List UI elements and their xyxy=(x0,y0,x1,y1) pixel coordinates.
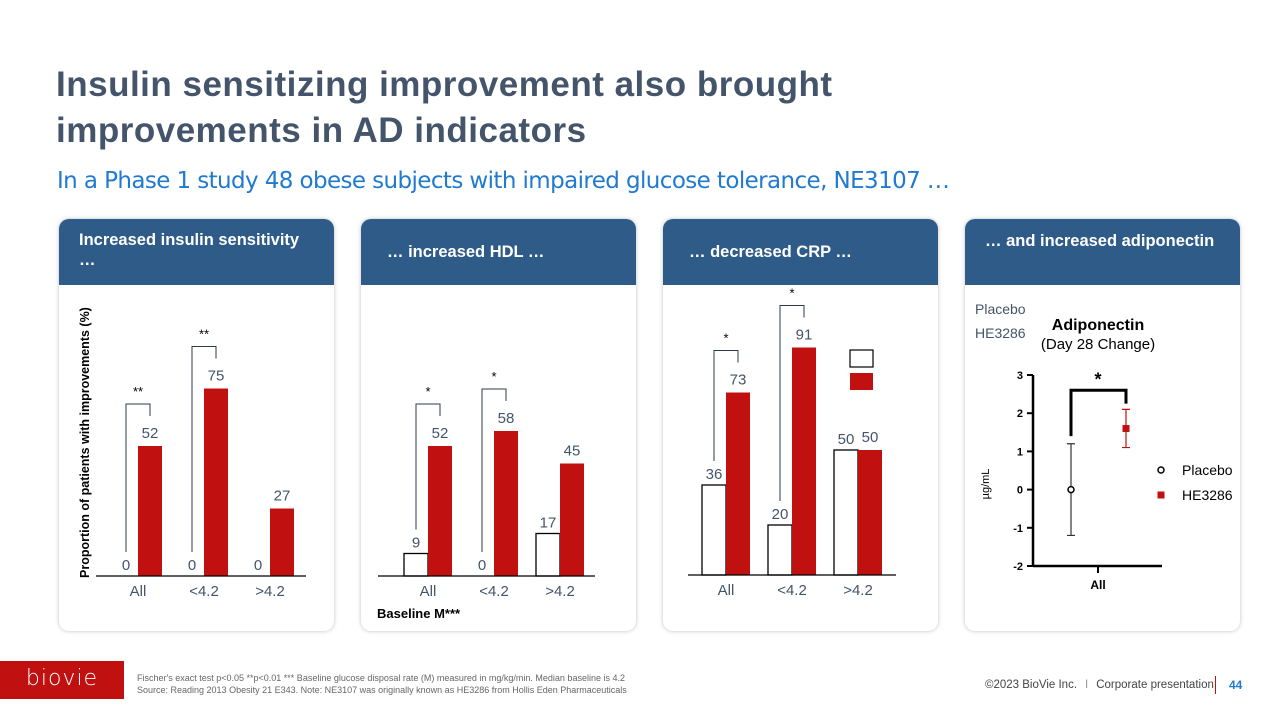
page-number: 44 xyxy=(1215,676,1242,694)
panel-header: … decreased CRP … xyxy=(663,219,938,285)
legend-text-placebo: Placebo xyxy=(975,301,1026,317)
panel-insulin-sensitivity: Increased insulin sensitivity … xyxy=(59,219,334,631)
panel-header: Increased insulin sensitivity … xyxy=(59,219,334,285)
page-subtitle: In a Phase 1 study 48 obese subjects wit… xyxy=(57,168,950,194)
panel-header: … and increased adiponectin xyxy=(965,219,1240,285)
panel-hdl: … increased HDL … xyxy=(361,219,636,631)
footnote-source: Source: Reading 2013 Obesity 21 E343. No… xyxy=(137,685,627,695)
legend-text-he3286: HE3286 xyxy=(975,325,1026,341)
copyright-text: ©2023 BioVie Inc. xyxy=(985,679,1078,691)
page-title: Insulin sensitizing improvement also bro… xyxy=(56,65,833,150)
panel-adiponectin: … and increased adiponectin xyxy=(965,219,1240,631)
biovie-logo: biovie xyxy=(0,661,124,699)
copyright: ©2023 BioVie Inc. I Corporate presentation xyxy=(985,679,1214,691)
separator: I xyxy=(1085,679,1089,691)
baseline-label: Baseline M*** xyxy=(377,606,461,621)
footnote-stats: Fischer's exact test p<0.05 **p<0.01 ***… xyxy=(137,673,625,683)
panel-crp: … decreased CRP … xyxy=(663,219,938,631)
panel-header: … increased HDL … xyxy=(361,219,636,285)
presentation-label: Corporate presentation xyxy=(1096,679,1214,691)
footnotes: Fischer's exact test p<0.05 **p<0.01 ***… xyxy=(137,672,627,696)
